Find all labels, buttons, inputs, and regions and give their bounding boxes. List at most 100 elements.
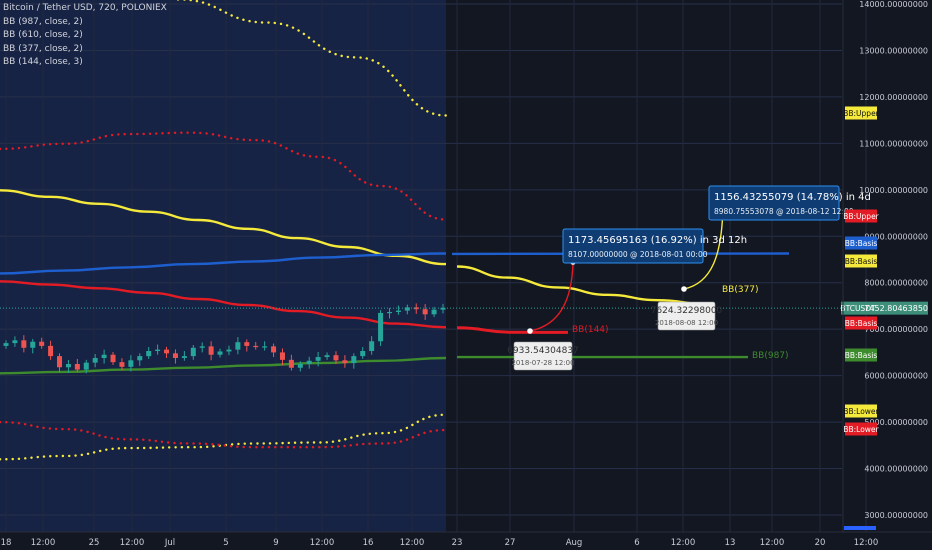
red-low-box-price: 6933.54304837 <box>507 346 579 356</box>
tag-bb-upper-red[interactable] <box>845 209 877 223</box>
candle-body[interactable] <box>83 362 89 370</box>
bb144-label: BB(144) <box>572 325 609 335</box>
candle-body[interactable] <box>262 346 268 348</box>
candle-body[interactable] <box>253 345 259 348</box>
tag-bb-basis-red[interactable] <box>845 316 877 330</box>
candle-body[interactable] <box>110 354 116 363</box>
tag-bb-lower-yellow[interactable] <box>845 404 877 418</box>
tag-bb-basis-blue[interactable] <box>845 236 877 250</box>
tag-bb-basis-yellow[interactable] <box>845 254 877 268</box>
candle-body[interactable] <box>306 360 312 365</box>
x-axis-tick: 27 <box>505 538 516 548</box>
callout-1[interactable] <box>562 228 704 264</box>
candle-body[interactable] <box>65 364 71 368</box>
candle-body[interactable] <box>440 307 446 310</box>
candle-body[interactable] <box>119 362 125 367</box>
candle-body[interactable] <box>279 352 285 360</box>
candle-body[interactable] <box>164 349 170 354</box>
x-axis-tick: Aug <box>566 538 583 548</box>
callout-2-sub: 8980.75553078 @ 2018-08-12 12:00 <box>714 207 854 216</box>
candle-body[interactable] <box>57 356 63 368</box>
candle-body[interactable] <box>324 355 330 358</box>
scroll-indicator[interactable] <box>844 526 876 530</box>
x-axis-tick: 12:00 <box>671 538 696 548</box>
callout-2[interactable] <box>708 185 840 221</box>
tag-bb-lower-red-text: BB:Lower <box>843 425 879 434</box>
candle-body[interactable] <box>235 342 241 350</box>
candle-body[interactable] <box>190 347 196 357</box>
tag-bb-basis-green[interactable] <box>845 348 877 362</box>
bb144-basis-line <box>0 280 447 329</box>
candle-body[interactable] <box>172 353 178 358</box>
candle-body[interactable] <box>226 349 232 352</box>
bb610-basis-line <box>0 252 447 275</box>
x-axis-tick: 20 <box>815 538 826 548</box>
candle-body[interactable] <box>422 309 428 315</box>
candle-body[interactable] <box>297 364 303 368</box>
x-axis-tick: 18 <box>1 538 12 548</box>
candle-body[interactable] <box>404 307 410 311</box>
candle-body[interactable] <box>39 341 45 346</box>
candle-body[interactable] <box>431 309 437 315</box>
candle-body[interactable] <box>208 346 214 355</box>
y-axis-tick: 11000.00000000 <box>859 139 928 148</box>
yellow-low-box[interactable] <box>657 301 716 331</box>
bb377-projection <box>456 265 709 306</box>
candle-body[interactable] <box>146 351 152 357</box>
candle-body[interactable] <box>128 360 134 367</box>
candle-body[interactable] <box>217 351 223 355</box>
tag-bb-lower-yellow-text: BB:Lower <box>843 407 879 416</box>
candle-body[interactable] <box>386 311 392 314</box>
x-axis-band <box>0 532 932 550</box>
legend-bb377[interactable]: BB (377, close, 2) <box>3 43 83 54</box>
candle-body[interactable] <box>181 356 187 358</box>
legend-bb987[interactable]: BB (987, close, 2) <box>3 16 83 27</box>
candle-body[interactable] <box>155 349 161 352</box>
candle-body[interactable] <box>12 340 18 344</box>
candle-body[interactable] <box>271 346 277 353</box>
candle-body[interactable] <box>137 356 143 361</box>
candle-body[interactable] <box>351 356 357 364</box>
tag-bb-upper-yellow-text: BB:Upper <box>843 109 879 118</box>
tag-bb-lower-red[interactable] <box>845 422 877 436</box>
tag-bb-upper-yellow[interactable] <box>845 106 877 120</box>
candle-body[interactable] <box>378 312 384 342</box>
candle-body[interactable] <box>395 310 401 312</box>
callout-1-sub: 8107.00000000 @ 2018-08-01 00:00 <box>568 250 708 259</box>
candle-body[interactable] <box>3 343 9 346</box>
candle-body[interactable] <box>48 345 54 357</box>
y-axis-tick: 8000.00000000 <box>864 279 928 288</box>
legend-bb610[interactable]: BB (610, close, 2) <box>3 30 83 40</box>
candle-body[interactable] <box>315 357 321 361</box>
candle-body[interactable] <box>288 359 294 368</box>
candle-body[interactable] <box>360 351 366 357</box>
bb377-upper-dots <box>176 0 448 117</box>
candle-body[interactable] <box>101 354 107 358</box>
y-axis-tick: 6000.00000000 <box>864 372 928 381</box>
tag-btcusdt[interactable] <box>841 301 928 315</box>
x-axis-tick: 13 <box>725 538 736 548</box>
legend-bb144[interactable]: BB (144, close, 3) <box>3 57 83 67</box>
x-axis-tick: 12:00 <box>400 538 425 548</box>
candle-body[interactable] <box>74 364 80 370</box>
candle-body[interactable] <box>333 355 339 361</box>
candle-body[interactable] <box>30 341 36 348</box>
legend-title[interactable]: Bitcoin / Tether USD, 720, POLONIEX <box>3 3 167 13</box>
candle-body[interactable] <box>342 360 348 364</box>
y-axis-tick: 13000.00000000 <box>859 46 928 55</box>
callout-2-main: 1156.43255079 (14.78%) in 4d <box>714 192 871 203</box>
x-axis-tick: Jul <box>164 538 175 548</box>
candle-body[interactable] <box>413 307 419 310</box>
candle-body[interactable] <box>92 357 98 363</box>
x-axis-tick: 6 <box>634 538 639 548</box>
candle-body[interactable] <box>244 342 250 346</box>
candle-body[interactable] <box>21 340 27 348</box>
yellow-connector <box>683 205 724 290</box>
red-low-box[interactable] <box>513 341 573 371</box>
candle-body[interactable] <box>199 346 205 348</box>
candle-body[interactable] <box>369 341 375 352</box>
y-axis-tick: 10000.00000000 <box>859 186 928 195</box>
red-low-point[interactable] <box>527 328 533 334</box>
yellow-low-point[interactable] <box>681 286 687 292</box>
